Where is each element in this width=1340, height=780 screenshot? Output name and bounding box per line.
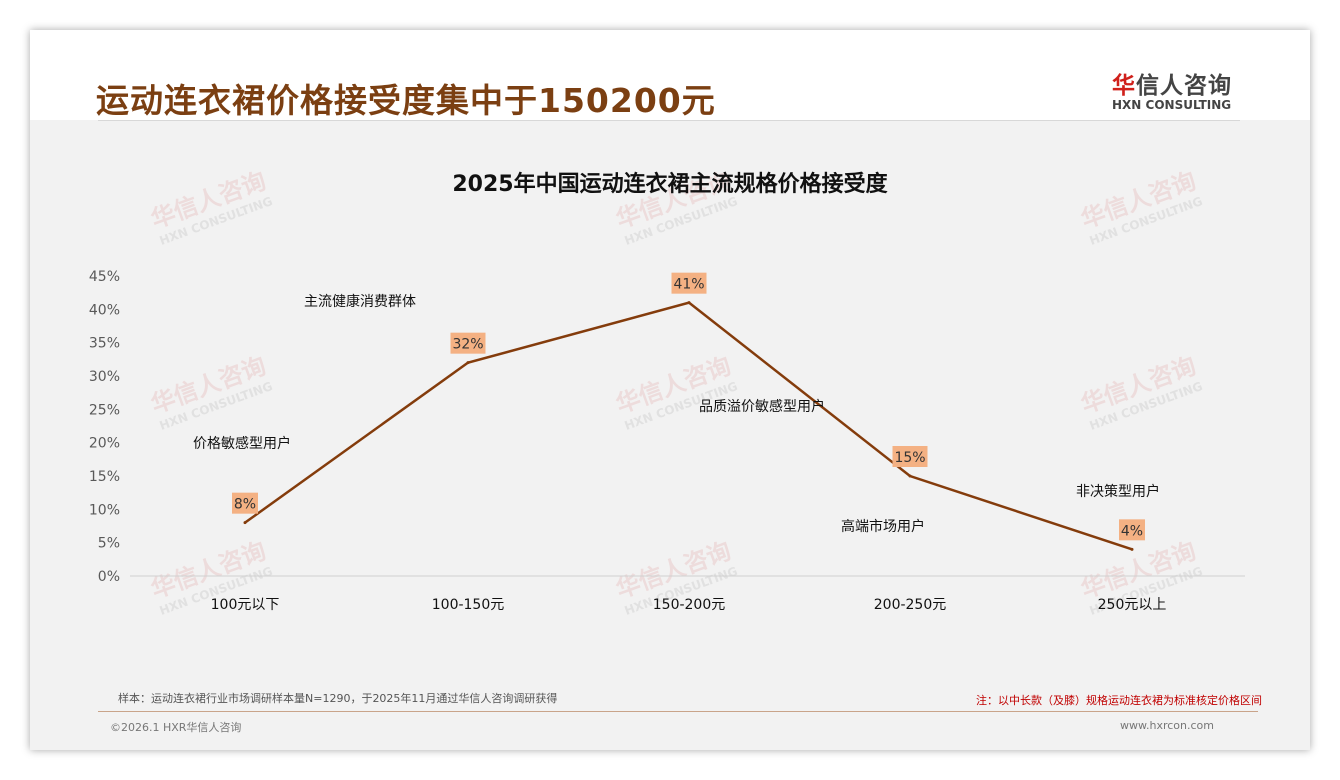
y-tick-label: 40% xyxy=(89,302,120,318)
data-label: 8% xyxy=(234,497,256,513)
y-tick-label: 10% xyxy=(89,502,120,518)
data-label-bg xyxy=(671,272,707,294)
chart-title: 2025年中国运动连衣裙主流规格价格接受度 xyxy=(452,172,888,197)
annotation: 品质溢价敏感型用户 xyxy=(699,398,825,415)
footer-divider xyxy=(98,711,1258,712)
data-label: 32% xyxy=(452,337,483,353)
data-label-bg xyxy=(232,492,258,514)
x-tick-label: 100-150元 xyxy=(432,597,505,613)
y-tick-label: 30% xyxy=(89,369,120,385)
header: 运动连衣裙价格接受度集中于150200元 华信人咨询 HXN CONSULTIN… xyxy=(30,30,1310,120)
y-tick-label: 5% xyxy=(98,536,120,552)
annotation: 主流健康消费群体 xyxy=(304,293,416,310)
data-label: 4% xyxy=(1121,523,1143,539)
y-tick-label: 25% xyxy=(89,402,120,418)
logo-text: 信人咨询 xyxy=(1136,73,1232,99)
y-tick-label: 15% xyxy=(89,469,120,485)
logo-mark: 华 xyxy=(1112,73,1136,99)
logo-en: HXN CONSULTING xyxy=(1112,98,1232,112)
x-tick-label: 100元以下 xyxy=(211,597,280,613)
data-point xyxy=(908,474,912,478)
series-line xyxy=(244,301,1133,551)
data-label-bg xyxy=(892,446,928,467)
y-tick-label: 20% xyxy=(89,436,120,452)
footnote: 注：以中长款（及膝）规格运动连衣裙为标准核定价格区间 xyxy=(976,694,1262,707)
y-tick-label: 35% xyxy=(89,336,120,352)
data-point xyxy=(1130,547,1134,551)
data-point xyxy=(687,301,691,305)
data-label: 15% xyxy=(894,450,925,466)
x-tick-label: 250元以上 xyxy=(1098,597,1167,613)
sample-note: 样本：运动连衣裙行业市场调研样本量N=1290，于2025年11月通过华信人咨询… xyxy=(118,692,558,705)
annotation: 高端市场用户 xyxy=(841,518,925,535)
data-point xyxy=(466,361,470,365)
copyright: ©2026.1 HXR华信人咨询 xyxy=(110,721,242,734)
data-label-bg xyxy=(1119,519,1145,541)
annotation: 价格敏感型用户 xyxy=(193,435,291,452)
x-tick-label: 200-250元 xyxy=(874,597,947,613)
annotation: 非决策型用户 xyxy=(1076,483,1160,500)
slide: 运动连衣裙价格接受度集中于150200元 华信人咨询 HXN CONSULTIN… xyxy=(30,30,1310,750)
logo: 华信人咨询 HXN CONSULTING xyxy=(1112,66,1232,112)
y-tick-label: 45% xyxy=(89,269,120,285)
data-point xyxy=(243,521,247,525)
data-label-bg xyxy=(450,332,486,354)
divider xyxy=(98,120,1240,121)
y-tick-label: 0% xyxy=(98,569,120,585)
data-label: 41% xyxy=(673,277,704,293)
website: www.hxrcon.com xyxy=(1120,719,1214,732)
page-title: 运动连衣裙价格接受度集中于150200元 xyxy=(96,81,716,120)
x-tick-label: 150-200元 xyxy=(653,597,726,613)
